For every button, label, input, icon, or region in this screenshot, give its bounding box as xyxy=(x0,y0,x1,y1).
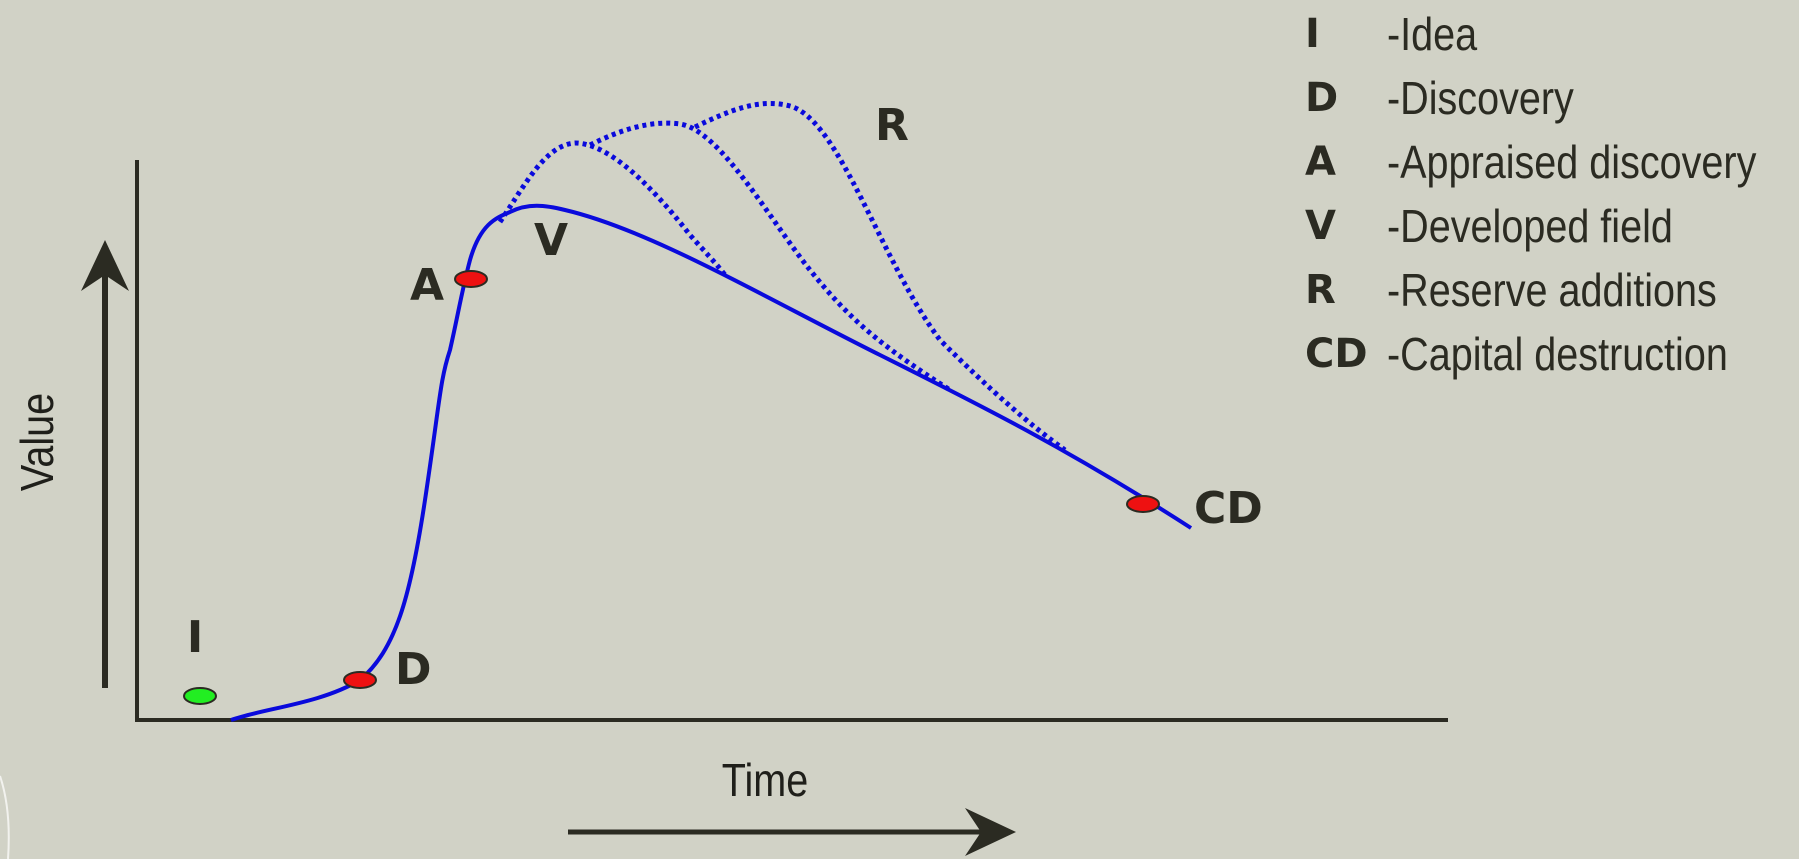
legend-code: V xyxy=(1305,203,1336,249)
point-label-appraised: A xyxy=(410,260,444,311)
legend-code: D xyxy=(1305,75,1339,121)
legend-code: I xyxy=(1305,11,1320,57)
reserve-additions-curves xyxy=(497,101,1067,453)
legend-text: -Capital destruction xyxy=(1387,328,1728,380)
point-label-capital-destruction: CD xyxy=(1194,483,1263,534)
point-marker-appraised xyxy=(454,270,488,288)
legend: I -Idea D -Discovery A -Appraised discov… xyxy=(1305,2,1799,386)
legend-text: -Reserve additions xyxy=(1387,264,1717,316)
legend-text: -Discovery xyxy=(1387,72,1574,124)
reserve-curve-1 xyxy=(497,140,727,277)
legend-row-capital-destruction: CD -Capital destruction xyxy=(1305,322,1799,386)
corner-decoration xyxy=(0,775,10,859)
value-arrow-icon xyxy=(81,240,129,688)
point-label-idea: I xyxy=(187,612,203,663)
legend-row-reserve: R -Reserve additions xyxy=(1305,258,1799,322)
legend-text: -Developed field xyxy=(1387,200,1673,252)
legend-row-idea: I -Idea xyxy=(1305,2,1799,66)
legend-row-appraised: A -Appraised discovery xyxy=(1305,130,1799,194)
point-marker-idea xyxy=(183,687,217,705)
point-marker-capital-destruction xyxy=(1126,495,1160,513)
value-curve xyxy=(230,203,1193,722)
reserve-curve-2 xyxy=(588,120,952,393)
legend-text: -Idea xyxy=(1387,8,1478,60)
point-label-reserve: R xyxy=(875,100,909,151)
reserve-curve-3 xyxy=(693,101,1067,453)
time-arrow-icon xyxy=(568,808,1016,856)
point-marker-discovery xyxy=(343,671,377,689)
legend-code: R xyxy=(1305,267,1336,313)
legend-code: CD xyxy=(1305,331,1368,377)
legend-text: -Appraised discovery xyxy=(1387,136,1757,188)
point-label-discovery: D xyxy=(395,644,432,695)
point-label-developed: V xyxy=(534,215,568,266)
legend-code: A xyxy=(1305,139,1336,185)
x-axis-title: Time xyxy=(722,755,808,806)
legend-row-discovery: D -Discovery xyxy=(1305,66,1799,130)
y-axis-title: Value xyxy=(12,393,63,491)
legend-row-developed: V -Developed field xyxy=(1305,194,1799,258)
